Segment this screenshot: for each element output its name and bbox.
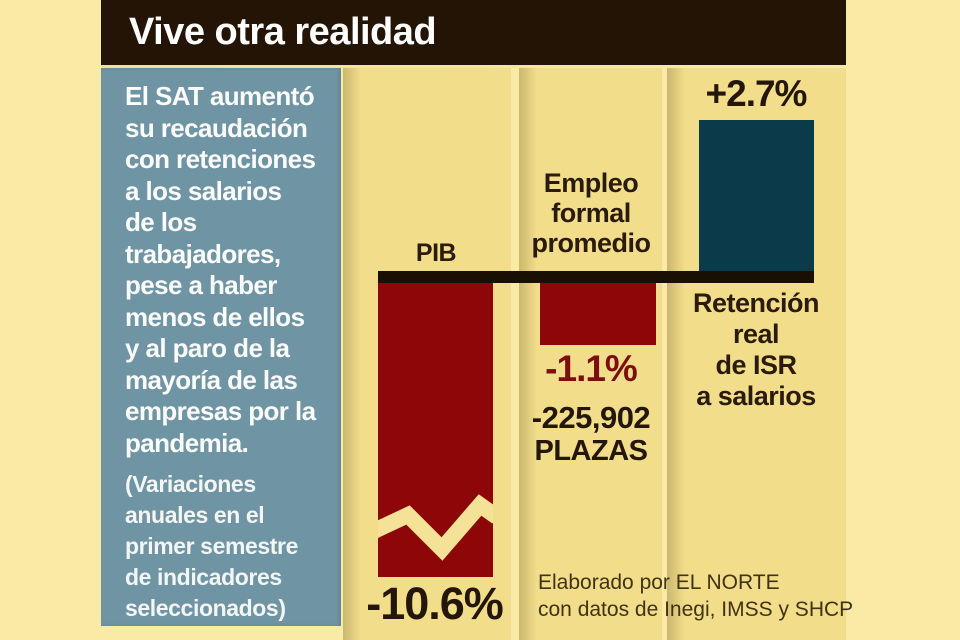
value-label-empleo: -1.1% — [545, 348, 638, 389]
source-line-2: con datos de Inegi, IMSS y SHCP — [538, 598, 854, 621]
description-panel: El SAT aumentó su recaudación con retencio… — [101, 68, 341, 626]
value-label-pib: -10.6% — [366, 578, 504, 629]
source-line-1: Elaborado por EL NORTE — [538, 571, 780, 594]
category-label-empleo: Empleo formal promedio — [531, 168, 651, 258]
zero-baseline — [378, 271, 814, 283]
value-label-retencion: +2.7% — [705, 73, 808, 114]
title-bar-bottom-highlight — [101, 65, 846, 68]
category-label-pib: PIB — [415, 239, 457, 267]
page-title: Vive otra realidad — [129, 11, 437, 53]
bar-pib — [378, 283, 493, 577]
axis-break-zigzag-icon — [378, 494, 493, 561]
description-note: (Variaciones anuales en el primer semestre… — [125, 471, 298, 621]
description-text: El SAT aumentó su recaudación con retencio… — [125, 81, 316, 458]
annotation-plazas: -225,902 PLAZAS — [531, 400, 651, 468]
title-bar: Vive otra realidad — [101, 0, 846, 65]
axis-break-line — [378, 494, 493, 561]
column-strip-retencion — [667, 68, 846, 640]
bar-empleo — [540, 283, 656, 345]
source-credit: Elaborado por EL NORTE con datos de Ineg… — [538, 569, 853, 623]
category-label-retencion: Retención real de ISR a salarios — [692, 288, 820, 411]
column-strip-empleo — [519, 68, 662, 640]
bar-retencion — [699, 120, 814, 271]
